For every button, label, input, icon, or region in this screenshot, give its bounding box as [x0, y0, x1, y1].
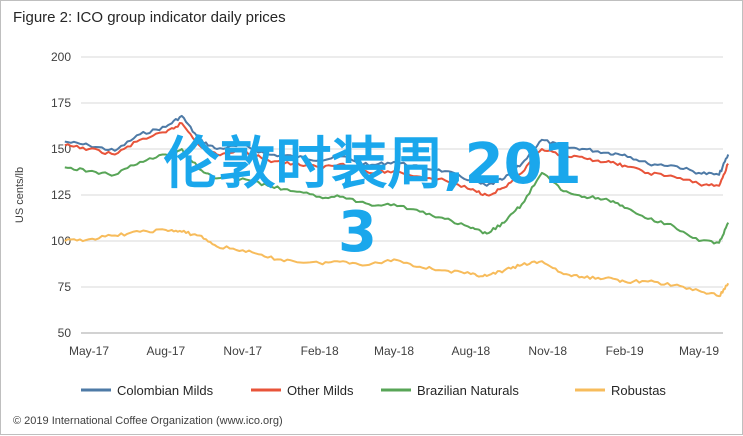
y-axis-label: US cents/lb	[14, 167, 26, 223]
y-tick-label: 175	[51, 96, 71, 110]
figure-title: Figure 2: ICO group indicator daily pric…	[13, 9, 286, 26]
y-tick-label: 200	[51, 50, 71, 64]
x-tick-label: May-18	[374, 344, 414, 358]
x-tick-label: Aug-18	[452, 344, 491, 358]
series-line-brazilian-naturals	[64, 148, 730, 245]
x-tick-label: Nov-18	[528, 344, 567, 358]
x-tick-label: Feb-19	[606, 344, 644, 358]
x-tick-label: May-17	[69, 344, 109, 358]
y-tick-label: 75	[58, 280, 72, 294]
series-line-robustas	[64, 228, 730, 298]
copyright-footer: © 2019 International Coffee Organization…	[13, 415, 283, 427]
series-line-other-milds	[64, 122, 729, 197]
y-tick-label: 125	[51, 188, 71, 202]
legend-label: Colombian Milds	[117, 383, 214, 398]
y-tick-label: 50	[58, 326, 72, 340]
x-tick-label: Aug-17	[147, 344, 186, 358]
legend-label: Brazilian Naturals	[417, 383, 519, 398]
x-tick-label: May-19	[679, 344, 719, 358]
y-tick-label: 100	[51, 234, 71, 248]
series-line-colombian-milds	[64, 114, 730, 187]
legend-label: Robustas	[611, 383, 666, 398]
legend-label: Other Milds	[287, 383, 354, 398]
x-tick-label: Feb-18	[301, 344, 339, 358]
x-tick-label: Nov-17	[223, 344, 262, 358]
